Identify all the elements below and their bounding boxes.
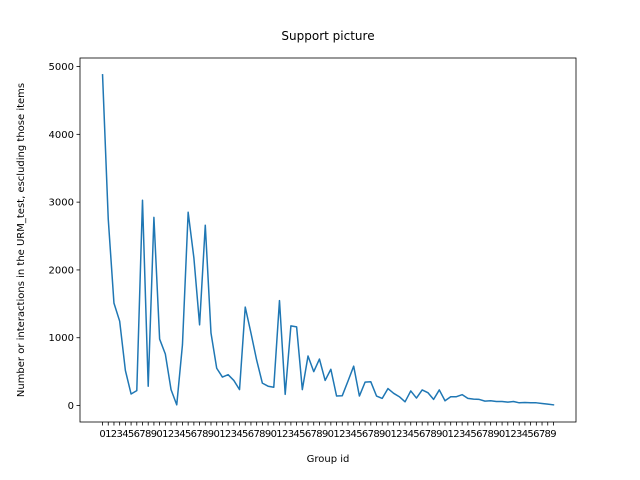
chart-title: Support picture — [281, 29, 374, 43]
x-tick-label: 1 — [219, 429, 225, 440]
x-tick-label: 0 — [99, 429, 105, 440]
x-tick-label: 2 — [453, 429, 459, 440]
x-tick-label: 7 — [482, 429, 488, 440]
x-tick-label: 6 — [305, 429, 311, 440]
x-tick-label: 6 — [248, 429, 254, 440]
x-tick-label: 8 — [316, 429, 322, 440]
x-tick-label: 9 — [550, 429, 556, 440]
x-tick-label: 8 — [259, 429, 265, 440]
x-tick-label: 4 — [465, 429, 471, 440]
y-tick-label: 3000 — [49, 198, 74, 209]
x-tick-label: 8 — [202, 429, 208, 440]
y-tick-label: 1000 — [49, 333, 74, 344]
x-tick-label: 8 — [373, 429, 379, 440]
x-tick-label: 0 — [442, 429, 448, 440]
y-axis-label: Number or interactions in the URM_test, … — [16, 83, 27, 397]
x-tick-label: 9 — [208, 429, 214, 440]
x-tick-label: 3 — [345, 429, 351, 440]
x-tick-label: 4 — [350, 429, 356, 440]
y-axis-ticks: 0 1000 2000 3000 4000 5000 — [49, 62, 80, 412]
x-tick-label: 2 — [168, 429, 174, 440]
x-tick-label: 5 — [527, 429, 533, 440]
x-tick-label: 1 — [390, 429, 396, 440]
x-tick-label: 2 — [396, 429, 402, 440]
x-tick-label: 8 — [145, 429, 151, 440]
x-tick-label: 9 — [493, 429, 499, 440]
x-tick-label: 4 — [408, 429, 414, 440]
x-tick-label: 3 — [231, 429, 237, 440]
x-tick-label: 2 — [510, 429, 516, 440]
y-tick-label: 2000 — [49, 265, 74, 276]
x-tick-label: 9 — [151, 429, 157, 440]
x-tick-label: 2 — [282, 429, 288, 440]
x-tick-label: 1 — [448, 429, 454, 440]
x-tick-label: 8 — [430, 429, 436, 440]
x-tick-label: 5 — [185, 429, 191, 440]
x-tick-label: 1 — [505, 429, 511, 440]
x-tick-label: 3 — [116, 429, 122, 440]
x-tick-label: 7 — [139, 429, 145, 440]
x-tick-label: 9 — [436, 429, 442, 440]
x-tick-label: 6 — [134, 429, 140, 440]
data-points — [102, 74, 554, 405]
x-tick-label: 5 — [470, 429, 476, 440]
x-tick-label: 9 — [265, 429, 271, 440]
x-tick-label: 5 — [413, 429, 419, 440]
x-tick-label: 1 — [276, 429, 282, 440]
x-tick-label: 8 — [487, 429, 493, 440]
x-tick-label: 6 — [476, 429, 482, 440]
x-tick-label: 1 — [333, 429, 339, 440]
y-tick-label: 4000 — [49, 130, 74, 141]
x-tick-label: 0 — [214, 429, 220, 440]
x-tick-label: 0 — [271, 429, 277, 440]
x-tick-label: 1 — [162, 429, 168, 440]
x-tick-label: 7 — [253, 429, 259, 440]
x-tick-label: 7 — [425, 429, 431, 440]
x-tick-label: 3 — [516, 429, 522, 440]
x-tick-label: 3 — [402, 429, 408, 440]
x-tick-label: 2 — [339, 429, 345, 440]
x-tick-label: 4 — [179, 429, 185, 440]
x-tick-label: 9 — [379, 429, 385, 440]
x-tick-label: 2 — [225, 429, 231, 440]
x-tick-label: 6 — [533, 429, 539, 440]
y-tick-label: 5000 — [49, 62, 74, 73]
x-tick-label: 6 — [362, 429, 368, 440]
x-tick-label: 3 — [174, 429, 180, 440]
x-tick-label: 2 — [111, 429, 117, 440]
x-tick-label: 5 — [242, 429, 248, 440]
axes-background — [80, 58, 576, 422]
x-tick-label: 7 — [311, 429, 317, 440]
x-tick-label: 8 — [545, 429, 551, 440]
x-tick-label: 7 — [539, 429, 545, 440]
x-tick-label: 0 — [156, 429, 162, 440]
axes-frame — [79, 57, 577, 423]
x-axis-label: Group id — [307, 454, 350, 465]
x-tick-label: 9 — [322, 429, 328, 440]
x-tick-label: 5 — [128, 429, 134, 440]
y-tick-label: 0 — [68, 401, 74, 412]
series-line — [101, 74, 555, 406]
x-tick-label: 5 — [356, 429, 362, 440]
x-tick-label: 0 — [385, 429, 391, 440]
x-tick-label: 4 — [522, 429, 528, 440]
x-tick-label: 4 — [293, 429, 299, 440]
x-tick-label: 4 — [122, 429, 128, 440]
x-tick-label: 7 — [196, 429, 202, 440]
x-tick-label: 3 — [288, 429, 294, 440]
x-tick-label: 6 — [191, 429, 197, 440]
x-tick-label: 7 — [368, 429, 374, 440]
x-tick-label: 0 — [328, 429, 334, 440]
x-tick-label: 1 — [105, 429, 111, 440]
x-tick-label: 5 — [299, 429, 305, 440]
x-tick-label: 4 — [236, 429, 242, 440]
x-tick-label: 3 — [459, 429, 465, 440]
x-tick-label: 6 — [419, 429, 425, 440]
x-tick-label: 0 — [499, 429, 505, 440]
